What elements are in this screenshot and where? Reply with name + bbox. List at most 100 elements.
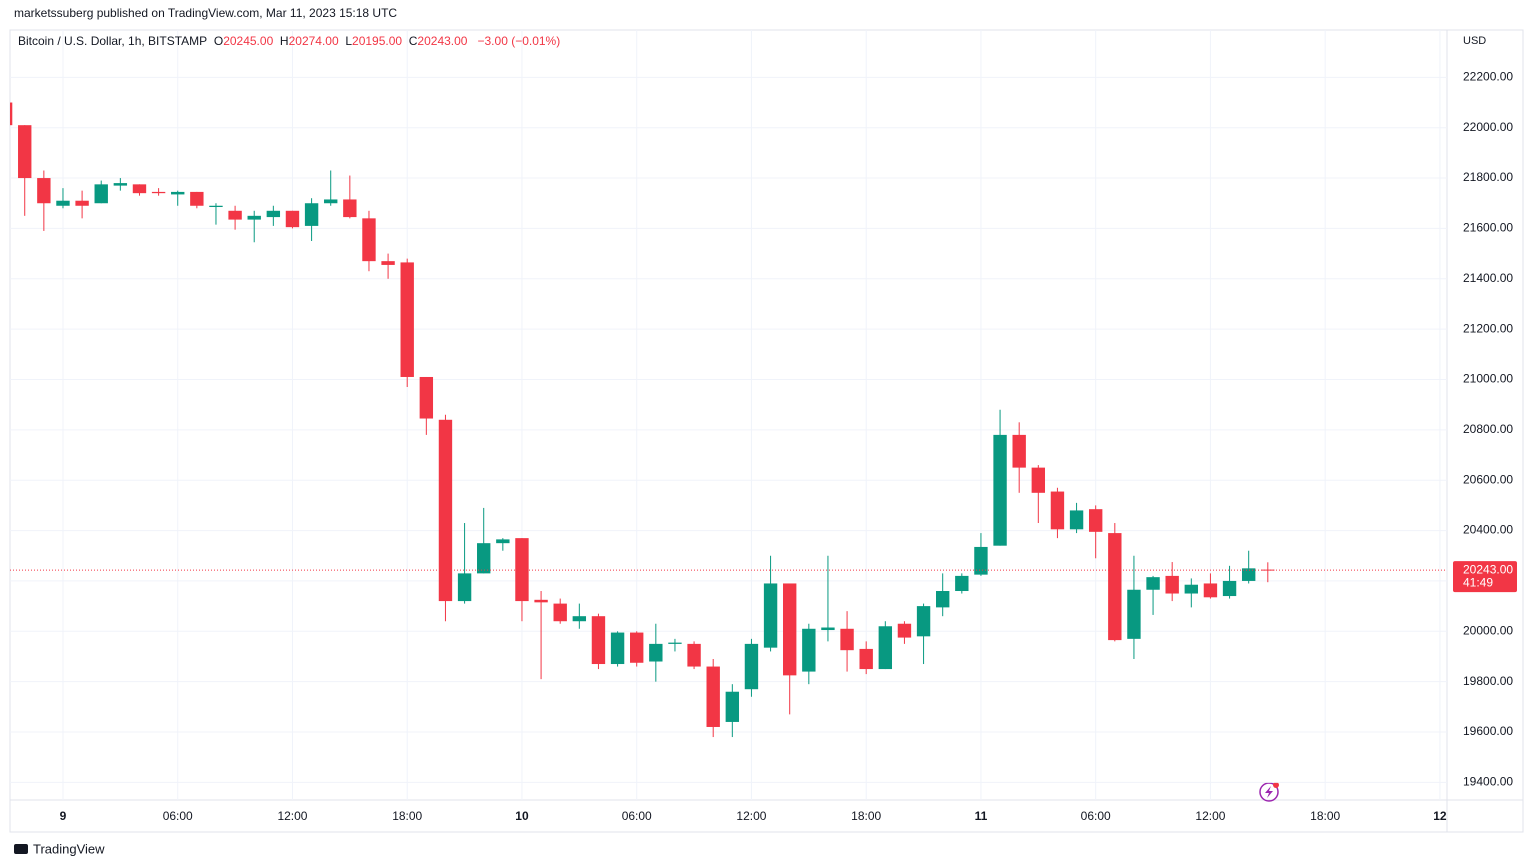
- candle-body: [515, 538, 529, 602]
- change: −3.00 (−0.01%): [477, 34, 561, 48]
- candle-body: [419, 376, 434, 419]
- candle-body: [18, 125, 32, 179]
- candle-body: [1108, 533, 1122, 641]
- y-tick-label: 21800.00: [1463, 170, 1513, 184]
- candle-body: [477, 543, 491, 574]
- candle-body: [840, 628, 854, 651]
- footer: TradingView: [33, 841, 105, 856]
- legend: Bitcoin / U.S. Dollar, 1h, BITSTAMP O202…: [18, 34, 560, 48]
- candle-body: [1165, 575, 1179, 594]
- candle-body: [190, 191, 204, 206]
- y-tick-label: 19400.00: [1463, 775, 1513, 789]
- candle-body: [706, 666, 720, 727]
- candle-body: [630, 632, 644, 663]
- candle-body: [343, 199, 357, 218]
- y-tick-label: 21200.00: [1463, 321, 1513, 335]
- candle-body: [1012, 434, 1026, 468]
- y-tick-label: 20600.00: [1463, 472, 1513, 486]
- candle-body: [247, 215, 261, 220]
- candle-body: [725, 691, 740, 722]
- candle-body: [266, 210, 281, 218]
- candle-body: [1069, 510, 1084, 530]
- ohlc-key: C: [408, 34, 418, 48]
- ohlc-value: 20195.00: [352, 34, 403, 48]
- x-tick-label: 18:00: [392, 809, 422, 823]
- ohlc-key: O: [213, 34, 224, 48]
- candle-body: [10, 102, 13, 126]
- y-tick-label: 22200.00: [1463, 70, 1513, 84]
- ohlc-value: 20274.00: [288, 34, 339, 48]
- candle-body: [56, 200, 70, 206]
- ohlc-key: L: [345, 34, 353, 48]
- candles: [10, 102, 1275, 738]
- candle-body: [113, 183, 128, 186]
- y-tick-label: 20000.00: [1463, 623, 1513, 637]
- currency: USD: [1463, 35, 1486, 47]
- last-price-label: 20243.00: [1463, 562, 1513, 576]
- candle-body: [591, 616, 606, 665]
- candle-body: [132, 184, 147, 194]
- candle-body: [362, 218, 376, 262]
- x-tick-label: 10: [515, 809, 529, 823]
- candle-body: [94, 184, 108, 204]
- candle-body: [1050, 491, 1065, 530]
- x-tick-label: 11: [975, 809, 988, 823]
- candle-body: [916, 606, 931, 637]
- candle-body: [304, 203, 319, 226]
- ohlc-value: 20243.00: [417, 34, 468, 48]
- candle-body: [649, 643, 663, 662]
- candle-body: [859, 648, 873, 670]
- candle-body: [668, 642, 682, 644]
- ohlc-key: H: [279, 34, 289, 48]
- last-price-tag: [1453, 561, 1517, 593]
- candle-body: [878, 626, 893, 670]
- candle-body: [496, 539, 510, 544]
- x-tick-label: 12: [1433, 809, 1447, 823]
- y-tick-label: 19800.00: [1463, 674, 1513, 688]
- candle-body: [610, 632, 625, 665]
- candle-body: [37, 178, 51, 204]
- candle-body: [381, 261, 395, 265]
- candle-body: [955, 575, 969, 592]
- candle-body: [1088, 509, 1103, 532]
- y-tick-label: 20800.00: [1463, 422, 1513, 436]
- candle-body: [783, 583, 797, 676]
- y-tick-label: 21600.00: [1463, 221, 1513, 235]
- x-tick-label: 9: [60, 809, 67, 823]
- candle-body: [974, 546, 988, 575]
- x-tick-label: 06:00: [622, 809, 652, 823]
- x-tick-label: 12:00: [277, 809, 307, 823]
- y-tick-label: 20400.00: [1463, 523, 1513, 537]
- candle-body: [534, 599, 548, 603]
- candle-body: [572, 616, 587, 622]
- x-tick-label: 06:00: [163, 809, 193, 823]
- candle-body: [1146, 577, 1160, 590]
- candle-body: [993, 434, 1007, 546]
- countdown: 41:49: [1463, 575, 1493, 589]
- grid: [10, 30, 1447, 800]
- candle-body: [553, 603, 567, 622]
- candle-body: [1184, 584, 1199, 594]
- candle-body: [285, 210, 300, 228]
- x-tick-label: 12:00: [736, 809, 766, 823]
- candle-body: [744, 643, 759, 690]
- ohlc: O20245.00 H20274.00 L20195.00 C20243.00: [214, 34, 474, 48]
- candle-body: [687, 643, 701, 667]
- candle-body: [802, 628, 816, 672]
- candle-body: [1241, 568, 1256, 581]
- flash-icon: [1259, 782, 1279, 802]
- candle-body: [438, 419, 453, 602]
- publisher: marketssuberg published on TradingView.c…: [14, 6, 397, 20]
- symbol-title: Bitcoin / U.S. Dollar, 1h, BITSTAMP: [18, 34, 208, 48]
- candle-body: [1222, 580, 1237, 597]
- candle-body: [457, 573, 472, 602]
- x-tick-label: 12:00: [1195, 809, 1225, 823]
- candle-body: [209, 205, 223, 208]
- candle-body: [821, 627, 835, 631]
- candle-body: [897, 623, 912, 638]
- candle-body: [75, 200, 89, 206]
- candle-body: [228, 210, 242, 220]
- x-tick-label: 18:00: [851, 809, 881, 823]
- y-tick-label: 19600.00: [1463, 724, 1513, 738]
